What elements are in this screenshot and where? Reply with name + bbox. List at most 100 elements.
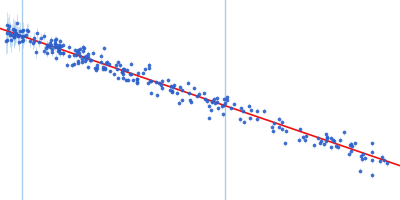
Point — [12, 32, 18, 35]
Point — [15, 35, 22, 38]
Point — [279, 121, 286, 124]
Point — [145, 63, 152, 66]
Point — [20, 38, 26, 41]
Point — [85, 56, 91, 59]
Point — [219, 113, 226, 116]
Point — [102, 67, 108, 70]
Point — [74, 60, 81, 63]
Point — [12, 28, 18, 31]
Point — [66, 54, 72, 57]
Point — [84, 66, 91, 69]
Point — [167, 88, 173, 91]
Point — [248, 109, 254, 112]
Point — [341, 131, 347, 134]
Point — [5, 28, 11, 31]
Point — [296, 138, 303, 142]
Point — [158, 83, 164, 86]
Point — [254, 109, 260, 112]
Point — [332, 145, 339, 148]
Point — [134, 80, 140, 83]
Point — [82, 54, 89, 58]
Point — [318, 139, 324, 143]
Point — [328, 137, 335, 140]
Point — [209, 101, 215, 104]
Point — [127, 72, 133, 75]
Point — [106, 70, 113, 73]
Point — [120, 73, 126, 76]
Point — [204, 100, 210, 103]
Point — [75, 61, 82, 64]
Point — [52, 41, 59, 44]
Point — [215, 107, 221, 110]
Point — [38, 37, 44, 40]
Point — [46, 45, 53, 48]
Point — [201, 91, 207, 95]
Point — [362, 157, 368, 160]
Point — [52, 42, 58, 45]
Point — [214, 97, 221, 100]
Point — [220, 98, 227, 101]
Point — [134, 77, 140, 80]
Point — [4, 39, 10, 42]
Point — [237, 118, 243, 121]
Point — [6, 33, 13, 37]
Point — [120, 68, 126, 71]
Point — [64, 63, 70, 66]
Point — [53, 38, 59, 41]
Point — [12, 33, 18, 37]
Point — [134, 77, 140, 81]
Point — [14, 21, 20, 24]
Point — [10, 27, 16, 31]
Point — [72, 48, 78, 51]
Point — [214, 100, 220, 103]
Point — [48, 39, 54, 42]
Point — [241, 120, 247, 124]
Point — [184, 81, 191, 84]
Point — [75, 49, 82, 52]
Point — [56, 43, 62, 46]
Point — [27, 39, 33, 43]
Point — [69, 64, 75, 67]
Point — [41, 34, 48, 38]
Point — [276, 117, 282, 120]
Point — [357, 169, 364, 172]
Point — [33, 51, 39, 54]
Point — [168, 84, 174, 87]
Point — [47, 42, 54, 45]
Point — [77, 47, 83, 50]
Point — [238, 107, 244, 110]
Point — [186, 99, 193, 102]
Point — [228, 107, 234, 110]
Point — [283, 129, 290, 132]
Point — [60, 52, 66, 55]
Point — [20, 34, 27, 38]
Point — [120, 76, 126, 80]
Point — [378, 156, 385, 159]
Point — [90, 51, 96, 54]
Point — [240, 110, 247, 113]
Point — [219, 105, 226, 108]
Point — [148, 79, 155, 82]
Point — [222, 101, 228, 104]
Point — [187, 101, 194, 104]
Point — [101, 47, 107, 50]
Point — [148, 92, 154, 95]
Point — [77, 55, 83, 58]
Point — [93, 64, 100, 67]
Point — [121, 68, 128, 71]
Point — [224, 98, 230, 101]
Point — [352, 142, 359, 145]
Point — [348, 142, 354, 145]
Point — [377, 159, 383, 163]
Point — [52, 38, 58, 42]
Point — [43, 46, 49, 49]
Point — [55, 50, 62, 53]
Point — [81, 56, 88, 59]
Point — [79, 57, 86, 61]
Point — [179, 89, 185, 92]
Point — [323, 139, 330, 143]
Point — [384, 162, 390, 165]
Point — [324, 136, 330, 139]
Point — [10, 34, 17, 37]
Point — [369, 174, 376, 177]
